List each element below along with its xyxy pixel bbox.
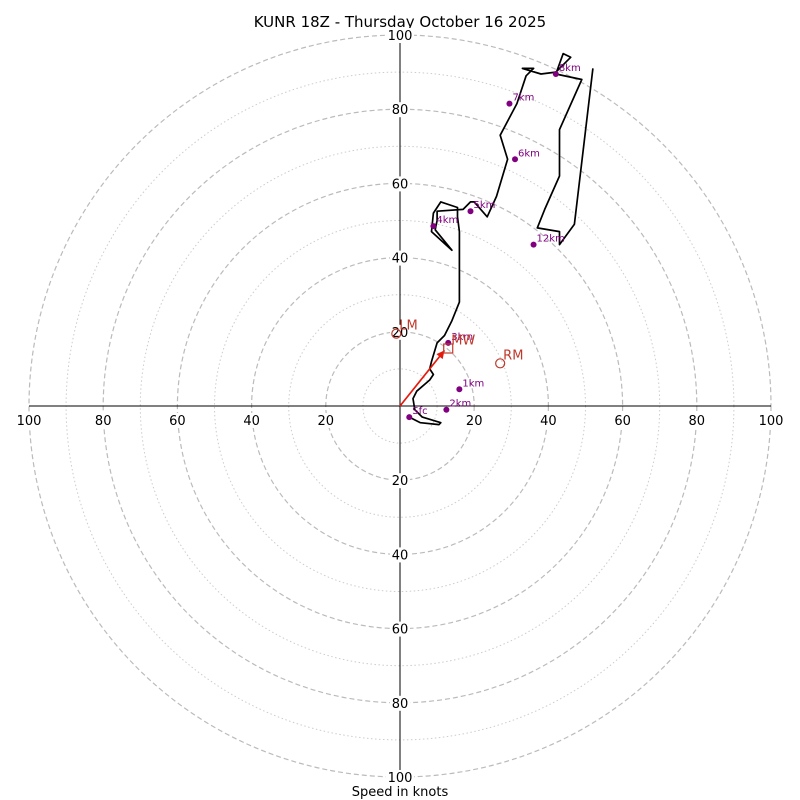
height-markers: Sfc 1km 2km 3km 4km 5km 6km 7km 8km 12km	[406, 63, 581, 421]
tick-label-left-40: 40	[243, 414, 260, 429]
height-marker-7km	[506, 100, 513, 107]
tick-label-top-60-bg	[390, 176, 410, 192]
tick-label-top-40-bg	[390, 250, 410, 266]
height-marker-1km	[456, 386, 463, 393]
storm-motion-rm-label: RM	[503, 348, 523, 363]
tick-label-left-60: 60	[169, 414, 186, 429]
tick-label-right-100: 100	[759, 414, 784, 429]
tick-label-top-20-bg	[390, 324, 410, 340]
shear-vector-line	[399, 349, 446, 407]
tick-label-right-20: 20	[466, 414, 483, 429]
shear-vector-arrowhead	[436, 350, 445, 360]
tick-label-left-20-bg	[315, 413, 336, 428]
height-label-1km: 1km	[462, 378, 484, 389]
height-marker-5km	[467, 208, 474, 215]
height-marker-12km	[530, 241, 537, 248]
shear-vector	[399, 349, 446, 407]
tick-label-top-40: 40	[392, 252, 409, 267]
height-label-6km: 6km	[518, 148, 540, 159]
tick-label-bottom-80: 80	[392, 697, 409, 712]
tick-label-right-60: 60	[614, 414, 631, 429]
tick-label-left-100-bg	[15, 413, 43, 428]
tick-label-top-100-bg	[386, 28, 414, 43]
storm-motion-mw-marker	[443, 343, 454, 354]
tick-label-left-40-bg	[241, 413, 262, 428]
tick-label-bottom-100: 100	[388, 771, 413, 786]
tick-label-top-80: 80	[392, 103, 409, 118]
tick-label-bottom-20-bg	[390, 473, 410, 489]
tick-label-bottom-60-bg	[390, 621, 410, 637]
tick-label-right-20-bg	[464, 413, 485, 428]
height-marker-4km	[430, 223, 437, 230]
height-label-sfc: Sfc	[412, 406, 427, 417]
tick-label-right-40-bg	[538, 413, 559, 428]
storm-motion-rm-marker	[495, 358, 506, 369]
height-label-8km: 8km	[559, 63, 581, 74]
x-axis-label: Speed in knots	[352, 785, 449, 800]
height-marker-8km	[552, 70, 559, 77]
height-label-3km: 3km	[451, 332, 473, 343]
hodograph-trace	[408, 52, 594, 426]
tick-label-left-100: 100	[17, 414, 42, 429]
storm-motion-lm-marker	[391, 328, 402, 339]
tick-label-right-40: 40	[540, 414, 557, 429]
tick-label-left-20: 20	[318, 414, 335, 429]
chart-title: KUNR 18Z - Thursday October 16 2025	[254, 13, 546, 31]
height-label-5km: 5km	[473, 200, 495, 211]
storm-motion-lm-label: LM	[399, 319, 417, 334]
tick-label-bottom-80-bg	[390, 695, 410, 711]
tick-label-top-80-bg	[390, 102, 410, 118]
tick-label-left-60-bg	[167, 413, 188, 428]
tick-label-bottom-20: 20	[392, 474, 409, 489]
height-label-4km: 4km	[436, 215, 458, 226]
height-label-2km: 2km	[449, 399, 471, 410]
height-marker-6km	[512, 156, 519, 163]
height-label-12km: 12km	[537, 234, 565, 245]
tick-label-left-80: 80	[95, 414, 112, 429]
tick-label-bottom-40-bg	[390, 547, 410, 563]
height-label-7km: 7km	[512, 93, 534, 104]
height-marker-sfc	[406, 414, 413, 421]
tick-label-bottom-60: 60	[392, 623, 409, 638]
storm-motions: LM MW RM	[391, 319, 523, 369]
tick-label-bottom-100-bg	[386, 770, 414, 785]
tick-label-right-80: 80	[689, 414, 706, 429]
tick-label-right-80-bg	[686, 413, 707, 428]
tick-label-right-60-bg	[612, 413, 633, 428]
storm-motion-mw-label: MW	[451, 333, 475, 348]
height-marker-2km	[443, 406, 450, 413]
tick-label-bottom-40: 40	[392, 548, 409, 563]
hodograph-line	[408, 52, 594, 426]
tick-label-top-100: 100	[388, 29, 413, 44]
tick-label-left-80-bg	[93, 413, 114, 428]
tick-label-top-60: 60	[392, 177, 409, 192]
tick-label-right-100-bg	[757, 413, 785, 428]
